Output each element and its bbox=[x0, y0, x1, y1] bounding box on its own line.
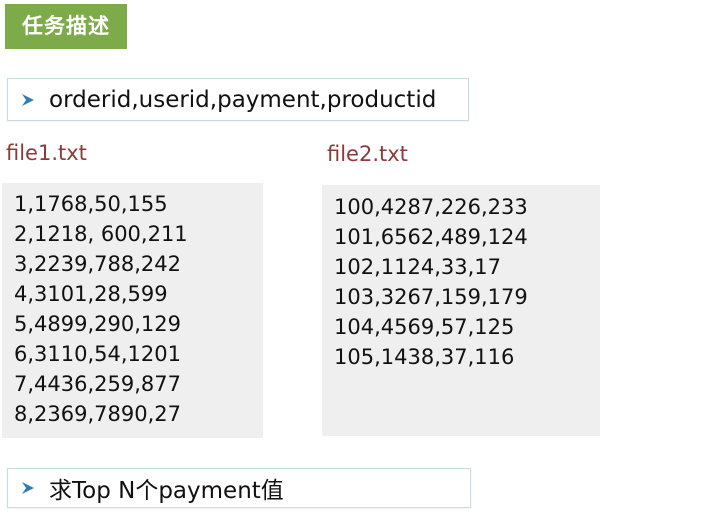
fields-bullet-box: orderid,userid,payment,productid bbox=[7, 78, 469, 121]
file2-content-panel: 100,4287,226,233 101,6562,489,124 102,11… bbox=[322, 185, 600, 436]
file1-line: 7,4436,259,877 bbox=[14, 372, 181, 396]
file1-content-panel: 1,1768,50,155 2,1218, 600,211 3,2239,788… bbox=[2, 183, 263, 438]
page-title: 任务描述 bbox=[5, 4, 127, 49]
file2-lines: 100,4287,226,233 101,6562,489,124 102,11… bbox=[334, 192, 528, 372]
file1-line: 1,1768,50,155 bbox=[14, 192, 168, 216]
file1-line: 2,1218, 600,211 bbox=[14, 222, 188, 246]
file1-lines: 1,1768,50,155 2,1218, 600,211 3,2239,788… bbox=[14, 189, 188, 429]
file1-line: 4,3101,28,599 bbox=[14, 282, 168, 306]
file2-line: 100,4287,226,233 bbox=[334, 195, 528, 219]
file2-label: file2.txt bbox=[327, 142, 408, 166]
file2-line: 104,4569,57,125 bbox=[334, 315, 515, 339]
file1-line: 5,4899,290,129 bbox=[14, 312, 181, 336]
arrow-bullet-icon bbox=[22, 93, 34, 106]
arrow-bullet-icon bbox=[22, 482, 34, 494]
file2-line: 105,1438,37,116 bbox=[334, 345, 515, 369]
task-text: 求Top N个payment值 bbox=[49, 478, 284, 504]
file1-label: file1.txt bbox=[6, 141, 87, 165]
file1-line: 8,2369,7890,27 bbox=[14, 402, 181, 426]
file1-line: 6,3110,54,1201 bbox=[14, 342, 181, 366]
task-bullet-box: 求Top N个payment值 bbox=[7, 468, 471, 508]
file2-line: 101,6562,489,124 bbox=[334, 225, 528, 249]
file2-line: 102,1124,33,17 bbox=[334, 255, 501, 279]
fields-text: orderid,userid,payment,productid bbox=[49, 86, 437, 113]
file2-line: 103,3267,159,179 bbox=[334, 285, 528, 309]
file1-line: 3,2239,788,242 bbox=[14, 252, 181, 276]
